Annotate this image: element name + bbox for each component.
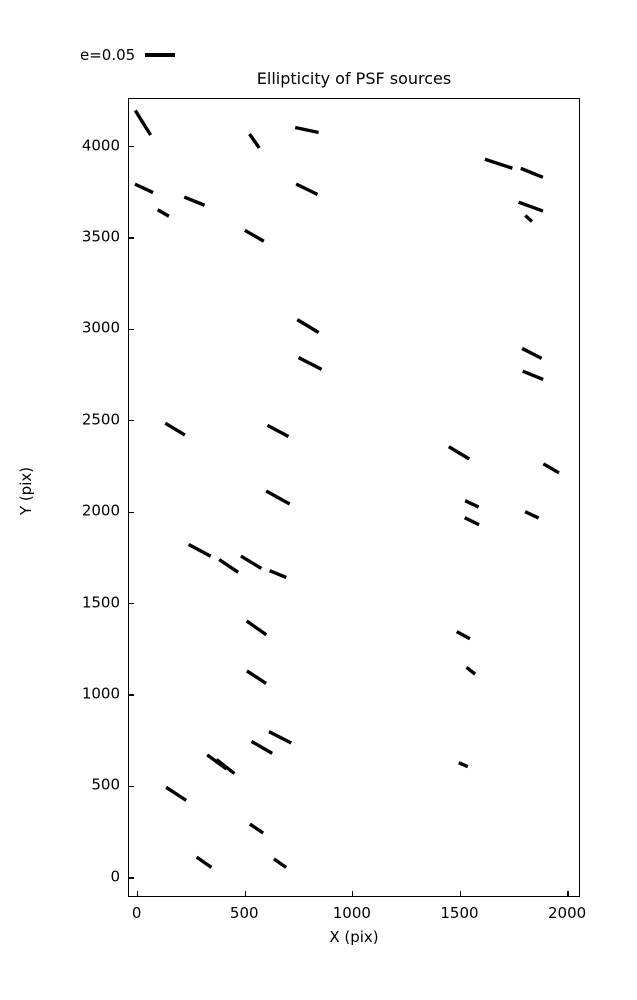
x-axis-tick-label: 0 xyxy=(131,904,142,922)
y-axis-tick xyxy=(129,420,134,422)
y-axis-tick-label: 2500 xyxy=(81,410,120,429)
y-axis-tick xyxy=(129,877,134,879)
whisker-segment xyxy=(245,669,268,685)
whisker-segment xyxy=(296,318,320,334)
whisker-segment xyxy=(272,857,288,869)
y-axis-tick xyxy=(129,145,134,148)
whisker-segment xyxy=(518,200,544,213)
whisker-segment xyxy=(240,554,263,570)
whisker-segment xyxy=(165,785,188,802)
whisker-segment xyxy=(134,182,154,195)
y-axis-tick-label: 1500 xyxy=(81,593,120,612)
x-axis-tick xyxy=(136,891,139,896)
plot-area xyxy=(128,98,580,897)
x-axis-tick-label: 1000 xyxy=(332,904,371,922)
legend-whisker-marker-icon xyxy=(145,53,176,57)
x-axis-tick xyxy=(244,891,246,896)
whisker-segment xyxy=(522,369,544,381)
whisker-segment xyxy=(195,855,213,869)
whisker-segment xyxy=(542,462,560,475)
whisker-segment xyxy=(250,739,274,755)
whisker-segment xyxy=(133,109,153,136)
whisker-segment xyxy=(265,489,291,506)
y-axis-tick-label: 1000 xyxy=(81,684,120,703)
whisker-segment xyxy=(447,445,471,461)
whisker-segment xyxy=(187,543,212,558)
y-axis-tick-label: 3000 xyxy=(81,318,120,337)
whisker-segment xyxy=(464,499,480,509)
y-axis-tick-label: 3500 xyxy=(81,227,120,246)
whisker-segment xyxy=(465,666,477,676)
whisker-segment xyxy=(521,346,543,360)
y-axis-tick xyxy=(129,602,134,605)
x-axis-tick-label: 2000 xyxy=(547,904,587,922)
legend-label: e=0.05 xyxy=(80,45,136,64)
x-axis-tick xyxy=(352,891,354,896)
y-axis-tick xyxy=(129,237,134,239)
whisker-segment xyxy=(183,195,206,207)
whisker-segment xyxy=(266,423,290,439)
whisker-segment xyxy=(524,214,534,223)
x-axis-label: X (pix) xyxy=(329,928,379,946)
y-axis-label: Y (pix) xyxy=(17,466,35,516)
legend: e=0.05 xyxy=(80,44,176,66)
whisker-segment xyxy=(248,822,265,835)
whisker-segment xyxy=(164,421,186,437)
whisker-segment xyxy=(215,758,236,775)
whisker-segment xyxy=(268,730,292,745)
whisker-segment xyxy=(268,569,287,580)
x-axis-tick xyxy=(567,891,569,896)
y-axis-tick-label: 2000 xyxy=(81,501,120,520)
whisker-layer xyxy=(133,109,560,869)
x-axis-tick-label: 1500 xyxy=(440,904,479,922)
whisker-segment xyxy=(524,510,540,520)
whisker-segment xyxy=(458,761,469,769)
y-axis-tick xyxy=(129,328,134,331)
whisker-segment xyxy=(295,182,319,197)
whisker-segment xyxy=(244,228,265,243)
whisker-segment xyxy=(484,157,513,170)
chart-title: Ellipticity of PSF sources xyxy=(256,69,452,88)
x-axis-tick xyxy=(459,891,462,896)
whisker-segment xyxy=(156,208,170,218)
whisker-segment xyxy=(455,630,471,641)
whisker-segment xyxy=(218,558,240,574)
y-axis-tick-label: 500 xyxy=(91,775,120,794)
y-axis-tick xyxy=(129,785,134,788)
whisker-segment xyxy=(463,516,480,527)
whisker-segment xyxy=(248,133,261,149)
y-axis-tick xyxy=(129,694,134,696)
y-axis-tick xyxy=(129,511,134,513)
whisker-segment xyxy=(520,166,544,179)
whisker-segment xyxy=(297,356,323,371)
x-axis-tick-label: 500 xyxy=(229,904,259,922)
whisker-segment xyxy=(294,125,319,135)
whisker-segment xyxy=(245,619,268,637)
y-axis-tick-label: 0 xyxy=(110,867,120,886)
y-axis-tick-label: 4000 xyxy=(81,136,120,155)
